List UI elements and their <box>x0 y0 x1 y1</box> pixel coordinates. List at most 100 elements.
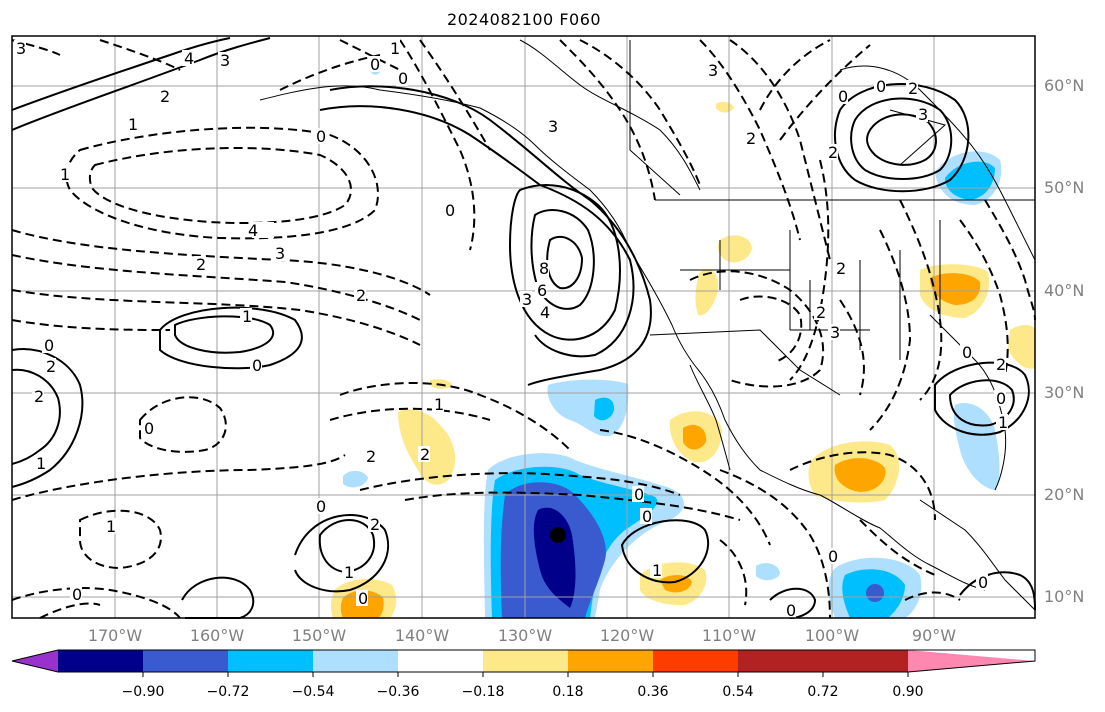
contour-label: 0 <box>316 127 326 146</box>
contour-label: 2 <box>746 129 756 148</box>
colorbar-tick-label: −0.18 <box>461 684 505 700</box>
contour-label: 0 <box>996 389 1006 408</box>
contour-label: 1 <box>652 561 662 580</box>
contour-label: 2 <box>34 387 44 406</box>
colorbar-extend-high <box>908 650 1035 672</box>
colorbar-tick-label: −0.36 <box>376 684 420 700</box>
contour-label: 3 <box>275 244 285 263</box>
contour-label: 3 <box>16 39 26 58</box>
map-title: 2024082100 F060 <box>446 10 602 29</box>
contour-label: 0 <box>44 336 54 355</box>
contour-label: 1 <box>344 563 354 582</box>
contour-label: 0 <box>786 601 796 620</box>
colorbar-tick-label: 0.54 <box>722 684 754 700</box>
colorbar-tick-label: −0.90 <box>121 684 165 700</box>
contour-label: 1 <box>128 115 138 134</box>
contour-label: 0 <box>398 69 408 88</box>
negative-contours <box>11 39 1036 619</box>
longitude-label: 160°W <box>189 626 245 645</box>
colorbar-tick-label: 0.18 <box>552 684 584 700</box>
contour-label: 6 <box>537 281 547 300</box>
colorbar-swatch <box>398 650 483 672</box>
latitude-label: 30°N <box>1044 383 1085 402</box>
contour-label: 1 <box>242 307 252 326</box>
contour-label: 4 <box>540 303 550 322</box>
contour-label: 8 <box>539 259 549 278</box>
contour-label: 0 <box>642 507 652 526</box>
colorbar-extend-low <box>12 650 58 672</box>
contour-label: 0 <box>252 356 262 375</box>
contour-label-layer: 0 2 2 1 0 1 0 4 3 2 2 0 0 0 0 1 3 4 3 <box>14 39 1008 620</box>
contour-label: 2 <box>356 286 366 305</box>
latitude-label: 40°N <box>1044 281 1085 300</box>
contour-label: 2 <box>836 259 846 278</box>
longitude-label: 140°W <box>394 626 450 645</box>
contour-label: 2 <box>420 445 430 464</box>
colorbar-swatch <box>568 650 653 672</box>
colorbar-tick-label: 0.90 <box>892 684 924 700</box>
colorbar-tick-label: −0.54 <box>291 684 335 700</box>
contour-label: 1 <box>434 395 444 414</box>
colorbar-tick-label: −0.72 <box>206 684 250 700</box>
contour-label: 2 <box>370 515 380 534</box>
contour-label: 2 <box>160 87 170 106</box>
colorbar-swatch <box>228 650 313 672</box>
colorbar-swatch <box>738 650 823 672</box>
shaded-field-layer <box>330 60 1035 618</box>
contour-label: 0 <box>358 589 368 608</box>
contour-label: 4 <box>184 49 194 68</box>
contour-label: 1 <box>36 454 46 473</box>
colorbar-tick-label: 0.72 <box>807 684 839 700</box>
contour-label: 0 <box>316 497 326 516</box>
contour-label: 0 <box>828 547 838 566</box>
contour-label: 0 <box>144 419 154 438</box>
contour-label: 0 <box>370 55 380 74</box>
longitude-label: 90°W <box>911 626 957 645</box>
colorbar-tick-label: 0.36 <box>637 684 669 700</box>
contour-label: 1 <box>390 39 400 58</box>
graticule <box>12 36 1035 618</box>
colorbar-swatch <box>483 650 568 672</box>
contour-label: 0 <box>876 77 886 96</box>
longitude-label: 170°W <box>87 626 143 645</box>
contour-label: 3 <box>830 323 840 342</box>
longitude-label: 100°W <box>804 626 860 645</box>
latitude-label: 20°N <box>1044 485 1085 504</box>
contour-label: 2 <box>46 357 56 376</box>
contour-label: 3 <box>708 61 718 80</box>
contour-label: 1 <box>106 517 116 536</box>
colorbar-swatch <box>823 650 908 672</box>
contour-label: 3 <box>918 105 928 124</box>
contour-label: 0 <box>72 585 82 604</box>
contour-label: 3 <box>220 51 230 70</box>
colorbar-swatch <box>653 650 738 672</box>
contour-label: 4 <box>248 221 258 240</box>
contour-label: 2 <box>816 303 826 322</box>
contour-label: 0 <box>634 485 644 504</box>
contour-label: 2 <box>366 447 376 466</box>
longitude-label: 150°W <box>291 626 347 645</box>
contour-label: 1 <box>60 165 70 184</box>
contour-label: 3 <box>522 290 532 309</box>
colorbar <box>11 649 1036 677</box>
longitude-label: 110°W <box>701 626 757 645</box>
contour-label: 0 <box>445 201 455 220</box>
latitude-label: 50°N <box>1044 178 1085 197</box>
contour-label: 1 <box>998 413 1008 432</box>
contour-label: 2 <box>196 255 206 274</box>
contour-label: 0 <box>962 343 972 362</box>
colorbar-swatch <box>58 650 143 672</box>
latitude-label: 60°N <box>1044 76 1085 95</box>
plot-frame <box>11 35 1036 619</box>
contour-label: 0 <box>978 573 988 592</box>
contour-label: 2 <box>996 355 1006 374</box>
longitude-label: 120°W <box>599 626 655 645</box>
colorbar-swatch <box>313 650 398 672</box>
contour-label: 2 <box>828 143 838 162</box>
colorbar-swatch <box>143 650 228 672</box>
contour-label: 0 <box>838 87 848 106</box>
contour-label: 3 <box>548 117 558 136</box>
latitude-label: 10°N <box>1044 587 1085 606</box>
contour-label: 2 <box>908 79 918 98</box>
